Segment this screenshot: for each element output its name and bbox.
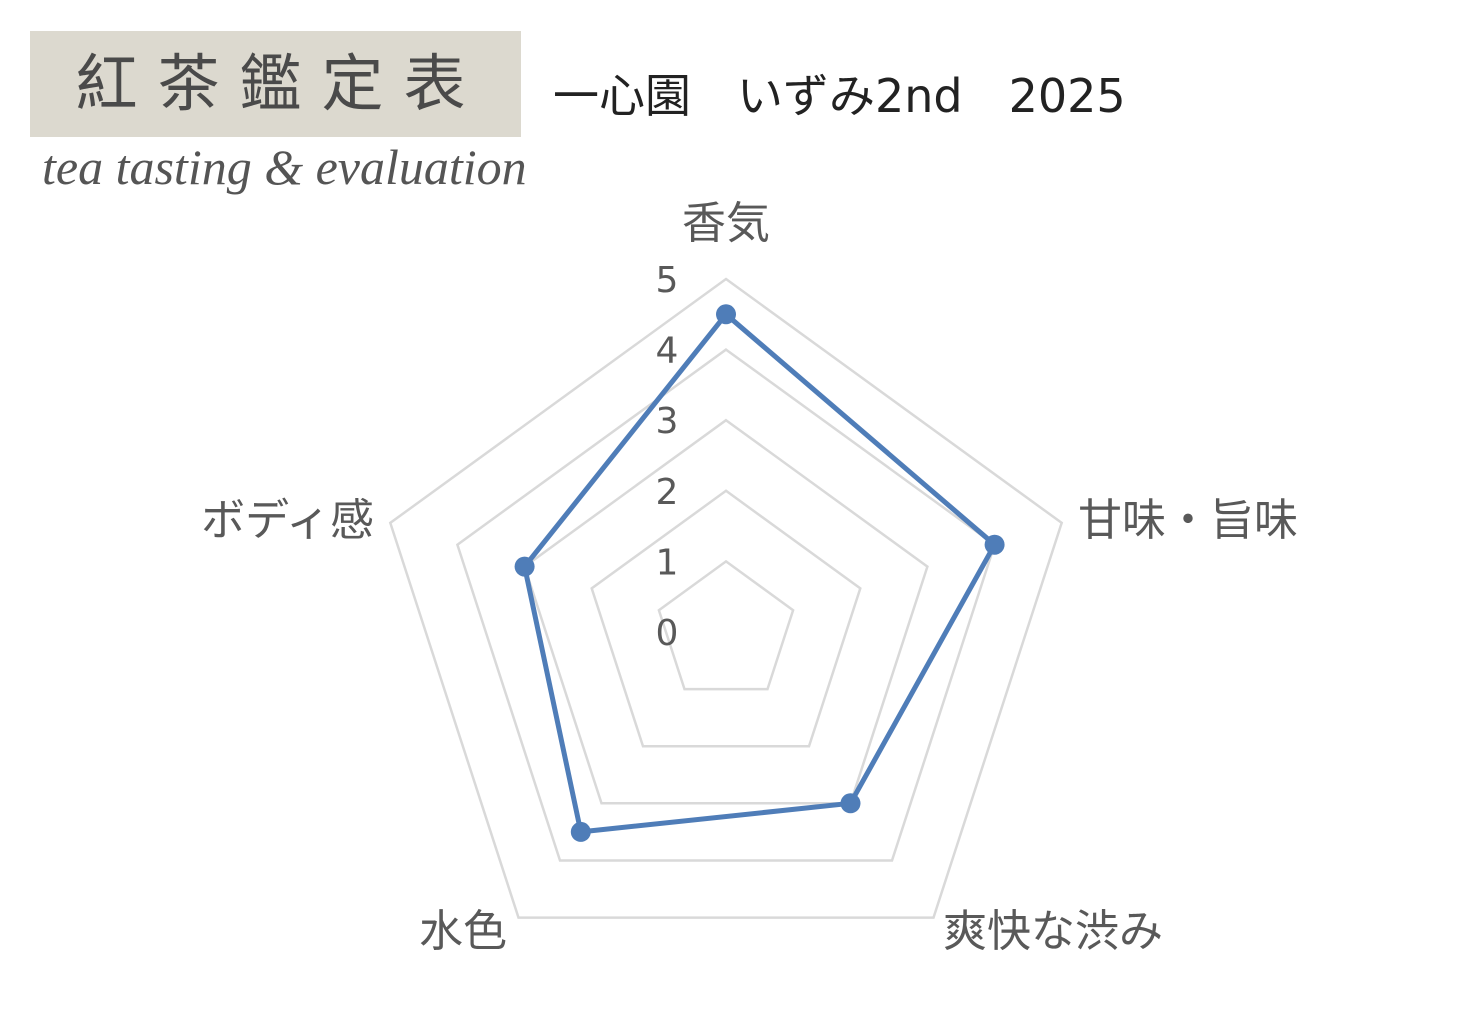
data-point-1 [984, 534, 1005, 555]
axis-label-1: 甘味・旨味 [1078, 495, 1298, 546]
tick-label-0: 0 [656, 613, 679, 654]
grid-ring-1 [657, 559, 795, 691]
grid-ring-3 [523, 418, 929, 805]
tick-label-3: 3 [656, 401, 679, 442]
axis-label-0: 香気 [682, 198, 770, 249]
tick-label-4: 4 [656, 331, 679, 372]
series-line [522, 311, 998, 835]
axis-label-3: 水色 [419, 906, 507, 957]
axis-label-2: 爽快な渋み [943, 906, 1163, 957]
chart-subtitle: 一心園 いずみ2nd 2025 [553, 69, 1126, 123]
axis-label-4: ボディ感 [201, 495, 374, 546]
brand-box: 紅茶鑑定表 [30, 31, 521, 137]
brand-subtitle: tea tasting & evaluation [42, 139, 527, 195]
tick-label-1: 1 [656, 542, 679, 583]
grid-ring-5 [388, 277, 1064, 919]
brand-title: 紅茶鑑定表 [75, 47, 486, 120]
tick-label-5: 5 [656, 260, 679, 301]
grid-ring-4 [455, 348, 997, 862]
data-point-4 [514, 556, 535, 577]
tick-label-2: 2 [656, 472, 679, 513]
data-point-0 [716, 304, 736, 325]
data-point-3 [570, 821, 591, 842]
grid-ring-2 [590, 489, 862, 748]
data-point-2 [840, 793, 861, 814]
